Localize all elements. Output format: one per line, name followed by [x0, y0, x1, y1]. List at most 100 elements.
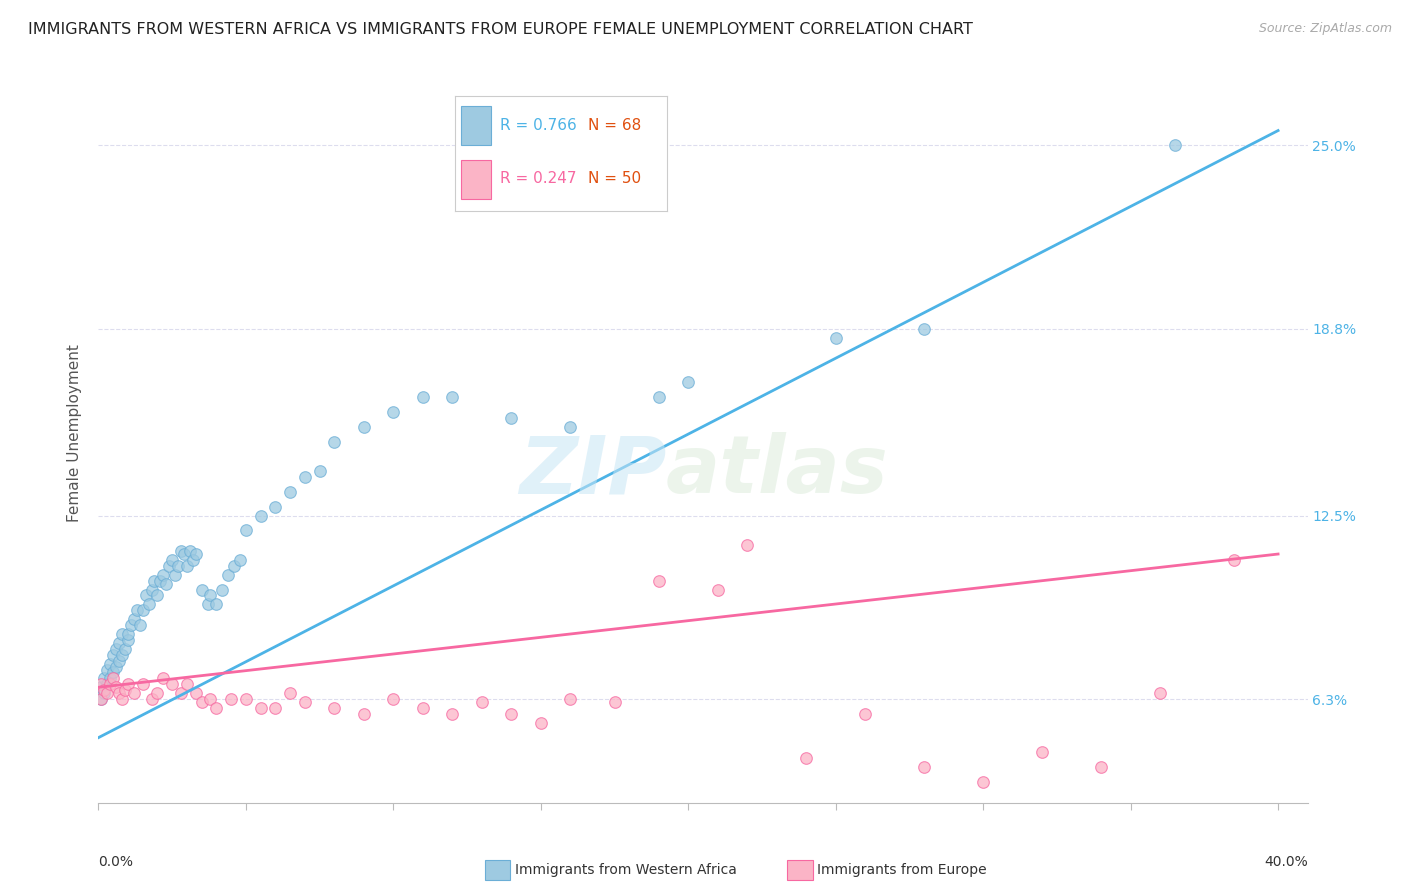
Point — [170, 544, 193, 558]
Point — [131, 677, 153, 691]
Point — [471, 695, 494, 709]
Point — [149, 574, 172, 588]
Point — [155, 576, 177, 591]
Point — [264, 500, 287, 514]
Point — [93, 686, 115, 700]
Point — [603, 695, 626, 709]
Point — [143, 574, 166, 588]
Point — [90, 692, 112, 706]
Point — [200, 589, 222, 603]
Point — [184, 547, 207, 561]
Point — [105, 659, 128, 673]
Point — [235, 524, 257, 538]
Text: IMMIGRANTS FROM WESTERN AFRICA VS IMMIGRANTS FROM EUROPE FEMALE UNEMPLOYMENT COR: IMMIGRANTS FROM WESTERN AFRICA VS IMMIGR… — [28, 22, 973, 37]
Point — [122, 612, 145, 626]
Point — [170, 686, 193, 700]
Point — [117, 632, 139, 647]
Point — [146, 686, 169, 700]
Point — [152, 672, 174, 686]
Y-axis label: Female Unemployment: Female Unemployment — [67, 343, 83, 522]
Point — [353, 419, 375, 434]
Point — [184, 686, 207, 700]
Point — [197, 598, 219, 612]
Point — [190, 582, 212, 597]
Point — [249, 508, 271, 523]
Point — [105, 641, 128, 656]
Point — [160, 553, 183, 567]
Point — [1164, 138, 1187, 153]
Point — [105, 681, 128, 695]
Point — [323, 434, 346, 449]
Point — [120, 618, 142, 632]
Point — [972, 775, 994, 789]
Point — [90, 677, 112, 691]
Point — [101, 648, 124, 662]
Point — [678, 376, 700, 390]
Point — [181, 553, 204, 567]
Point — [235, 692, 257, 706]
Text: atlas: atlas — [666, 432, 889, 510]
Text: Source: ZipAtlas.com: Source: ZipAtlas.com — [1258, 22, 1392, 36]
Point — [114, 641, 136, 656]
Point — [278, 686, 301, 700]
Point — [412, 701, 434, 715]
Point — [501, 410, 523, 425]
Point — [229, 553, 252, 567]
Point — [117, 677, 139, 691]
Point — [108, 654, 131, 668]
Point — [560, 692, 582, 706]
Point — [353, 706, 375, 721]
Point — [441, 390, 464, 404]
Point — [93, 683, 115, 698]
Point — [530, 715, 553, 730]
Point — [648, 390, 671, 404]
Point — [1090, 760, 1112, 774]
Point — [205, 598, 228, 612]
Point — [912, 322, 935, 336]
Point — [96, 686, 118, 700]
Point — [90, 681, 112, 695]
Point — [219, 692, 242, 706]
Point — [101, 672, 124, 686]
Point — [211, 582, 233, 597]
Point — [131, 603, 153, 617]
Point — [108, 686, 131, 700]
Point — [111, 692, 134, 706]
Point — [125, 603, 148, 617]
Point — [323, 701, 346, 715]
Point — [264, 701, 287, 715]
Point — [560, 419, 582, 434]
Text: 0.0%: 0.0% — [98, 855, 134, 869]
Point — [90, 692, 112, 706]
Point — [200, 692, 222, 706]
Point — [1149, 686, 1171, 700]
Text: 40.0%: 40.0% — [1264, 855, 1308, 869]
Point — [128, 618, 150, 632]
Point — [114, 683, 136, 698]
Point — [146, 589, 169, 603]
Point — [706, 582, 728, 597]
Point — [135, 589, 157, 603]
Point — [179, 544, 201, 558]
Point — [308, 464, 330, 478]
Point — [157, 558, 180, 573]
Point — [117, 627, 139, 641]
Point — [912, 760, 935, 774]
Point — [122, 686, 145, 700]
Point — [190, 695, 212, 709]
Point — [141, 582, 163, 597]
Point — [441, 706, 464, 721]
Point — [160, 677, 183, 691]
Text: ZIP: ZIP — [519, 432, 666, 510]
Point — [1223, 553, 1246, 567]
Point — [141, 692, 163, 706]
Point — [101, 665, 124, 680]
Point — [1031, 746, 1053, 760]
Point — [176, 677, 198, 691]
Point — [853, 706, 876, 721]
Point — [165, 567, 187, 582]
Point — [294, 470, 316, 484]
Point — [98, 677, 121, 691]
Point — [794, 751, 817, 765]
Point — [382, 405, 405, 419]
